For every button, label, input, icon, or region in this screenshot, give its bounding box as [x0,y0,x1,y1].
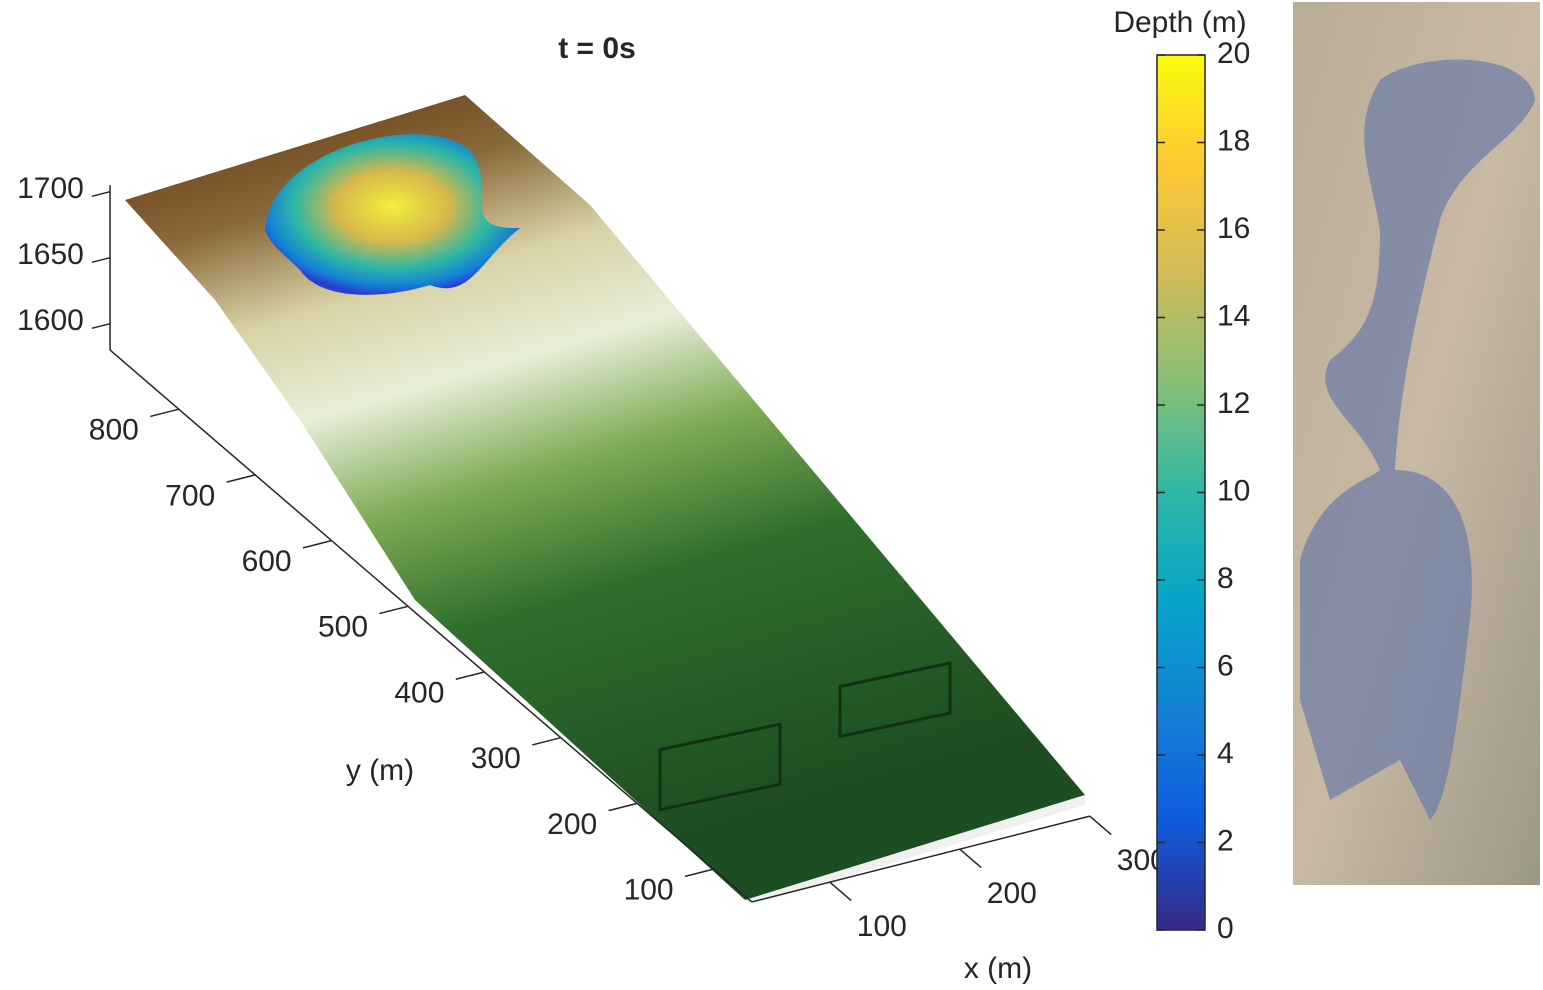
colorbar-tick-label: 6 [1217,649,1234,682]
y-tick-label: 200 [547,808,597,841]
colorbar-tick-label: 16 [1217,212,1250,245]
colorbar-tick-label: 2 [1217,824,1234,857]
x-tick-label: 200 [987,877,1037,910]
colorbar-tick-label: 0 [1217,912,1234,945]
colorbar-label: Depth (m) [1113,6,1246,39]
colorbar-tick-label: 12 [1217,387,1250,420]
z-tick-label: 1700 [17,172,84,205]
colorbar-tick-label: 8 [1217,562,1234,595]
y-tick-label: 700 [165,479,215,512]
colorbar-tick-label: 14 [1217,299,1250,332]
y-tick-label: 600 [242,545,292,578]
z-tick-label: 1600 [17,304,84,337]
x-axis-label: x (m) [964,952,1032,985]
figure: t = 0s x (m) y (m) Depth (m) 10020030010… [0,0,1543,990]
y-tick-label: 100 [624,874,674,907]
y-tick-label: 800 [89,414,139,447]
y-tick-label: 500 [318,611,368,644]
y-axis-label: y (m) [346,754,414,787]
y-tick-label: 400 [394,676,444,709]
colorbar-tick-label: 4 [1217,737,1234,770]
colorbar-tick-label: 18 [1217,124,1250,157]
colorbar-tick-label: 10 [1217,474,1250,507]
colorbar-tick-label: 20 [1217,37,1250,70]
x-tick-label: 100 [857,910,907,943]
y-tick-label: 300 [471,742,521,775]
chart-title: t = 0s [558,32,636,65]
z-tick-label: 1650 [17,238,84,271]
